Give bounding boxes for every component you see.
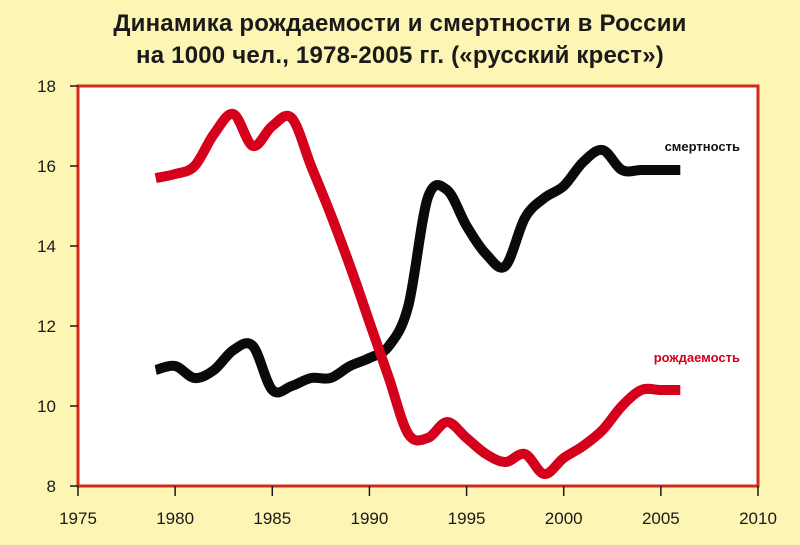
- x-tick-label: 1975: [59, 509, 97, 528]
- chart-subtitle: на 1000 чел., 1978-2005 гг. («русский кр…: [136, 42, 664, 69]
- y-tick-label: 8: [47, 477, 56, 496]
- y-tick-label: 12: [37, 317, 56, 336]
- x-tick-label: 1980: [156, 509, 194, 528]
- x-tick-label: 1985: [253, 509, 291, 528]
- x-axis: 1975 1980 1985 1990 1995 2000 2005 2010: [59, 486, 777, 528]
- x-tick-label: 2000: [545, 509, 583, 528]
- x-tick-label: 1995: [448, 509, 486, 528]
- series-line-mortality: [154, 144, 681, 398]
- series-mortality: [154, 144, 681, 398]
- chart-title-block: Динамика рождаемости и смертности в Росс…: [0, 8, 800, 72]
- x-tick-label: 2010: [739, 509, 777, 528]
- y-tick-label: 16: [37, 157, 56, 176]
- plot-area: [76, 84, 760, 488]
- series-birthrate: [154, 108, 681, 479]
- y-axis: 8 10 12 14 16 18: [37, 77, 78, 496]
- y-tick-label: 14: [37, 237, 56, 256]
- x-tick-label: 1990: [351, 509, 389, 528]
- y-tick-label: 10: [37, 397, 56, 416]
- x-tick-label: 2005: [642, 509, 680, 528]
- chart-title: Динамика рождаемости и смертности в Росс…: [113, 10, 687, 37]
- series-label-mortality: смертность: [665, 139, 740, 154]
- y-tick-label: 18: [37, 77, 56, 96]
- series-line-birthrate: [154, 108, 681, 479]
- series-labels: смертность рождаемость: [654, 139, 740, 365]
- series-group: [154, 108, 681, 479]
- series-label-birthrate: рождаемость: [654, 350, 740, 365]
